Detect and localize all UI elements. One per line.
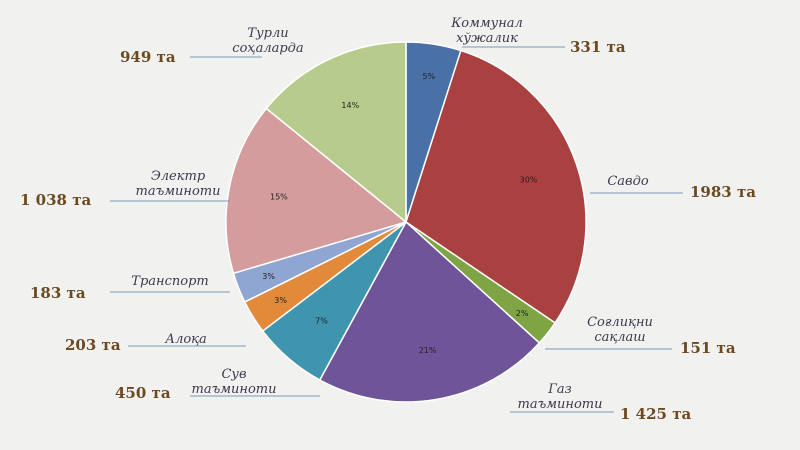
count-label: 1 038 та [20,191,91,209]
count-label: 203 та [65,336,121,354]
category-label: соҳаларда [232,41,303,56]
category-label: Алоқа [164,332,207,347]
percent-label: 5% [422,72,435,81]
category-label: Савдо [607,174,649,189]
pie-slice [225,107,408,275]
category-label: таъминоти [518,397,603,412]
category-label: Транспорт [131,274,208,289]
count-label: 151 та [680,339,736,357]
category-label: сақлаш [594,330,645,345]
count-label: 1 425 та [620,405,691,423]
category-label: таъминоти [192,382,277,397]
percent-label: 21% [419,346,437,355]
count-label: 949 та [120,48,176,66]
count-label: 450 та [115,384,171,402]
count-label: 1983 та [690,183,756,201]
category-label: таъминоти [136,184,221,199]
percent-label: 15% [270,193,288,202]
pie-slice [405,49,587,324]
category-label: Газ [547,382,571,397]
category-label: Электр [151,169,206,184]
category-label: хўжалик [456,31,518,46]
percent-label: 7% [315,316,328,325]
percent-label: 14% [341,101,359,110]
percent-label: 3% [274,296,287,305]
percent-label: 2% [516,309,529,318]
pie-slice [318,220,541,403]
category-label: Коммунал [450,16,523,31]
category-label: Турли [247,26,288,41]
percent-label: 30% [520,176,538,185]
percent-label: 3% [262,272,275,281]
category-label: Сув [221,367,246,382]
category-label: Соғлиқни [587,315,653,330]
count-label: 183 та [30,284,86,302]
count-label: 331 та [570,38,626,56]
pie-slice [265,41,407,224]
